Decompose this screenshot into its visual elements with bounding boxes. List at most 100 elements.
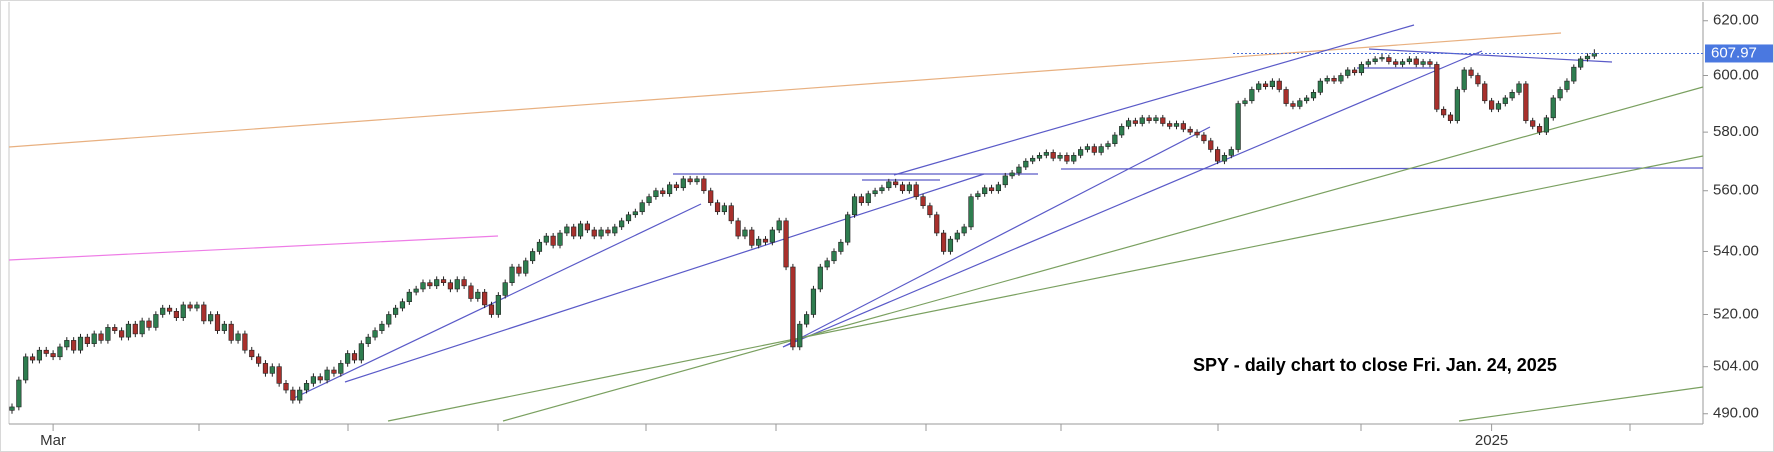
trendlines xyxy=(8,24,1704,422)
candle-body xyxy=(379,323,385,331)
y-tick-label: 560.00 xyxy=(1713,182,1759,199)
candle-body xyxy=(735,220,741,237)
candle-body xyxy=(488,304,495,315)
candle-body xyxy=(756,238,762,246)
candle-body xyxy=(714,202,721,213)
candle-body xyxy=(1030,157,1036,162)
candle-body xyxy=(317,376,323,381)
candle-body xyxy=(310,376,317,384)
candle-body xyxy=(783,220,789,268)
candle-body xyxy=(619,220,625,228)
candle-body xyxy=(1036,155,1043,159)
candle-body xyxy=(1536,126,1543,133)
candle-body xyxy=(9,406,15,411)
candle-body xyxy=(845,214,851,243)
candle-body xyxy=(1009,172,1015,177)
last-price-tag xyxy=(1705,44,1773,63)
candle-body xyxy=(29,356,36,361)
candle-body xyxy=(920,196,926,207)
candle-body xyxy=(1256,83,1262,90)
candle-body xyxy=(98,333,104,341)
candle-body xyxy=(1413,58,1419,65)
candle-body xyxy=(899,184,906,192)
candle-body xyxy=(1461,69,1467,90)
candle-body xyxy=(77,336,84,351)
candle-body xyxy=(1420,61,1426,65)
candle-body xyxy=(742,229,748,237)
candle-body xyxy=(461,279,467,287)
candle-body xyxy=(173,310,180,319)
trendline xyxy=(387,155,1704,422)
candle-body xyxy=(23,356,29,381)
candle-body xyxy=(43,349,49,354)
candle-body xyxy=(495,295,501,315)
trendline xyxy=(502,86,1704,422)
candle-body xyxy=(831,251,837,262)
candle-body xyxy=(858,196,864,204)
candle-body xyxy=(1495,103,1502,110)
candle-body xyxy=(146,320,152,328)
candle-body xyxy=(1201,134,1207,142)
candle-body xyxy=(680,178,686,189)
candle-body xyxy=(940,232,947,252)
candle-body xyxy=(1125,120,1132,127)
candle-body xyxy=(1208,140,1214,150)
candle-body xyxy=(803,314,810,325)
candle-body xyxy=(934,214,940,234)
candle-body xyxy=(509,266,515,283)
candle-body xyxy=(372,330,378,338)
candle-body xyxy=(1221,155,1228,162)
trendline xyxy=(1060,167,1704,170)
candle-body xyxy=(440,279,447,283)
candle-body xyxy=(249,349,255,358)
candle-body xyxy=(1475,75,1481,85)
candle-body xyxy=(947,238,954,252)
candle-body xyxy=(1304,97,1310,102)
candle-body xyxy=(1338,75,1344,82)
candle-body xyxy=(132,323,138,335)
candle-body xyxy=(694,178,700,183)
candle-body xyxy=(790,266,796,348)
candle-body xyxy=(1489,100,1495,110)
candle-body xyxy=(749,229,755,246)
candle-body xyxy=(1571,66,1577,82)
candle-body xyxy=(475,291,481,299)
candle-body xyxy=(331,369,337,374)
candle-body xyxy=(927,205,933,216)
annotation: SPY - daily chart to close Fri. Jan. 24,… xyxy=(1193,355,1557,375)
candle-body xyxy=(824,260,830,268)
candle-body xyxy=(36,349,42,361)
candle-body xyxy=(1543,117,1549,133)
candle-body xyxy=(297,389,303,401)
candle-body xyxy=(160,307,166,315)
candle-body xyxy=(1441,108,1447,116)
candle-body xyxy=(1167,123,1173,127)
candle-body xyxy=(139,320,145,335)
candle-body xyxy=(1057,155,1063,159)
candle-body xyxy=(365,336,371,344)
x-tick-label: Mar xyxy=(40,432,66,449)
candle-body xyxy=(112,327,118,331)
candle-body xyxy=(1283,89,1289,104)
candle-body xyxy=(557,232,563,246)
candle-body xyxy=(1550,97,1556,119)
candle-body xyxy=(1584,55,1591,60)
candle-body xyxy=(1468,69,1474,76)
candle-body xyxy=(1228,149,1234,156)
candle-body xyxy=(536,241,543,252)
candle-body xyxy=(1139,117,1145,124)
candle-body xyxy=(1023,160,1029,168)
candle-body xyxy=(1153,117,1159,121)
candle-body xyxy=(666,184,673,195)
trendline xyxy=(8,32,1562,148)
candle-body xyxy=(386,314,392,325)
candle-body xyxy=(872,190,878,195)
candle-body xyxy=(16,379,22,408)
candle-body xyxy=(961,226,967,234)
candle-body xyxy=(886,181,892,189)
candle-body xyxy=(1064,155,1070,162)
candle-body xyxy=(1502,97,1508,104)
candle-body xyxy=(1276,80,1282,90)
trendline xyxy=(893,24,1415,176)
candle-body xyxy=(769,229,775,243)
